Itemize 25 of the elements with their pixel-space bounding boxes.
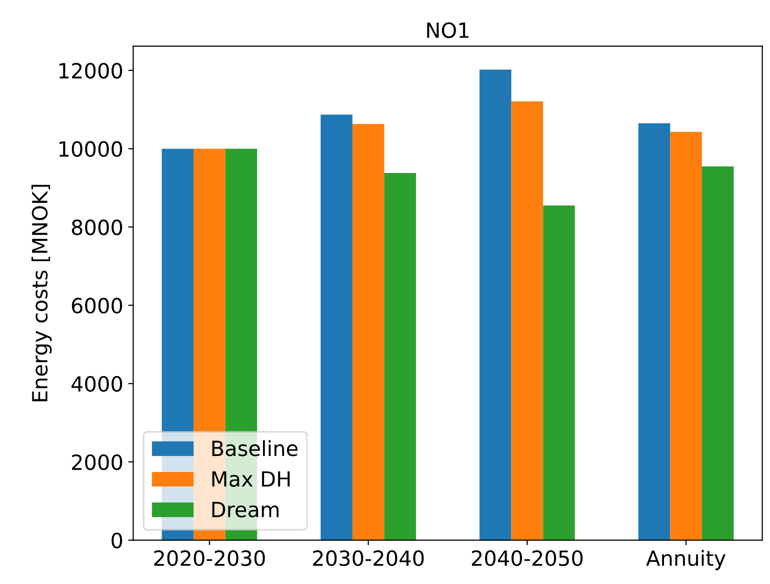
y-tick-label: 10000 [60, 141, 122, 157]
bar [352, 124, 384, 540]
bar [480, 70, 512, 540]
x-tick-label: 2040-2050 [472, 550, 583, 566]
x-tick-label: 2030-2040 [313, 550, 424, 566]
y-tick-label: 12000 [60, 62, 122, 79]
x-tick-label: Annuity [646, 550, 726, 570]
legend-label: Baseline [212, 440, 298, 456]
legend-label: Max DH [212, 471, 290, 487]
bar [511, 101, 544, 540]
bar [543, 205, 575, 540]
y-tick-label: 0 [112, 532, 122, 548]
y-axis-title: Energy costs [MNOK] [31, 184, 52, 402]
chart-title: NO1 [427, 22, 468, 38]
legend-label: Dream [212, 502, 279, 518]
y-tick-label: 8000 [72, 219, 122, 236]
y-tick-label: 6000 [72, 298, 122, 314]
bar [320, 114, 352, 540]
x-tick-label: 2020-2030 [154, 550, 265, 566]
bar [384, 172, 416, 540]
bar [670, 132, 702, 540]
y-tick-label: 2000 [72, 454, 122, 470]
bar [638, 123, 670, 540]
y-tick-label: 4000 [71, 376, 122, 392]
bar [702, 166, 734, 540]
